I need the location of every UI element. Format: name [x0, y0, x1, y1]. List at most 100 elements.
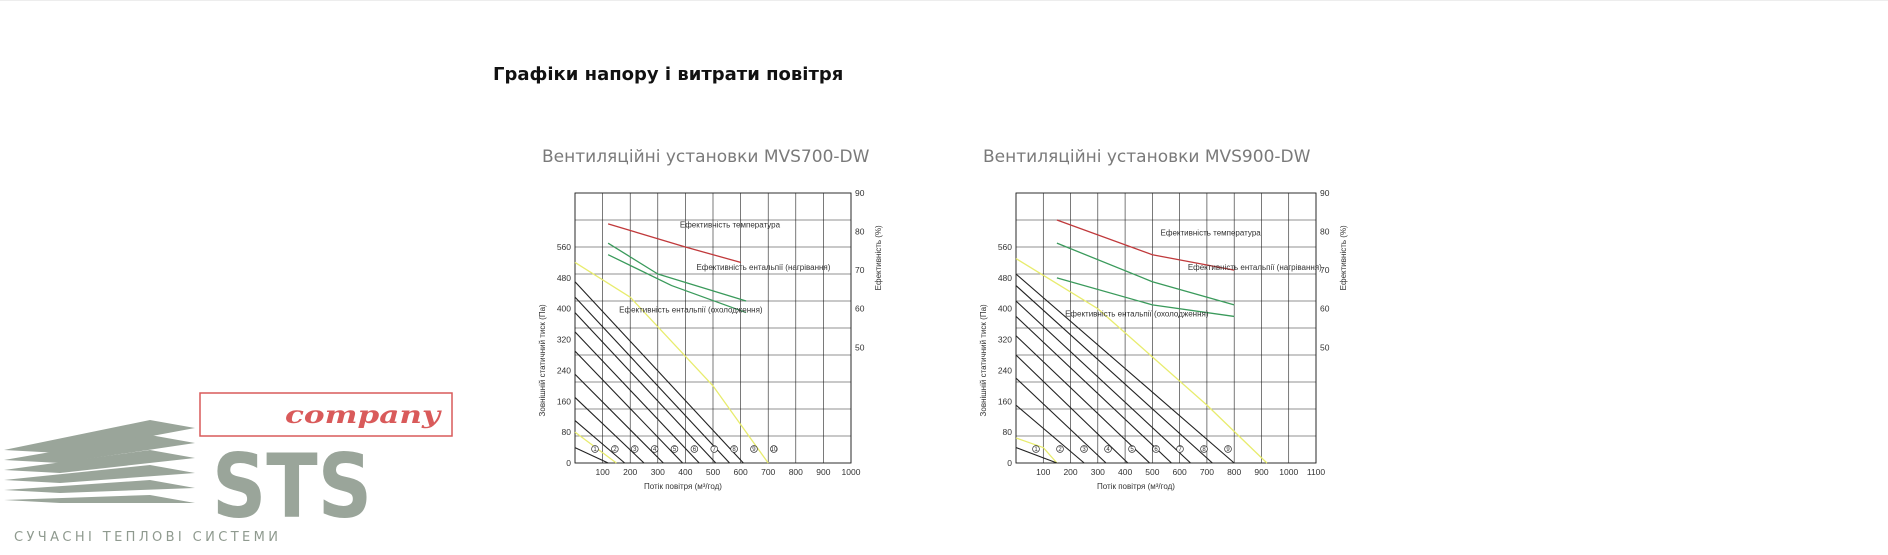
series-line-3 — [574, 261, 769, 464]
curve-marker — [650, 445, 659, 453]
top-divider — [0, 0, 1888, 1]
curve-marker — [1152, 445, 1160, 453]
series-line-2 — [607, 254, 747, 314]
curve-marker — [710, 445, 718, 453]
y2-tick-label: 50 — [1320, 342, 1330, 352]
curve-marker — [730, 445, 738, 453]
x-tick-label: 100 — [1036, 467, 1050, 477]
series-line-10 — [1015, 316, 1172, 464]
series-line-13 — [574, 281, 744, 464]
series-line-9 — [1015, 335, 1151, 464]
series-line-11 — [1015, 300, 1191, 464]
curve-marker-label: 1 — [1034, 447, 1038, 453]
annotation-label: Ефективність ентальпії (нагрівання) — [696, 263, 830, 272]
x-tick-label: 400 — [678, 467, 692, 477]
x-tick-label: 200 — [1063, 467, 1077, 477]
x-tick-label: 600 — [1173, 467, 1187, 477]
y2-tick-label: 80 — [855, 227, 865, 237]
y2-tick-label: 60 — [855, 304, 865, 314]
y2-tick-label: 60 — [1320, 304, 1330, 314]
y-tick-label: 400 — [557, 304, 571, 314]
curve-marker-label: 2 — [1058, 447, 1062, 453]
curve-marker-label: 4 — [653, 447, 657, 453]
x-tick-label: 800 — [789, 467, 803, 477]
curve-marker — [1200, 445, 1208, 453]
x-tick-label: 300 — [651, 467, 665, 477]
logo-graphic: STS company СУЧАСНІ ТЕПЛОВІ СИСТЕМИ — [4, 392, 453, 545]
series-line-2 — [1056, 277, 1235, 318]
series-line-6 — [1015, 404, 1085, 464]
series-line-4 — [1015, 437, 1058, 464]
y-tick-label: 240 — [998, 365, 1012, 375]
series-line-12 — [1015, 285, 1213, 464]
y-tick-label: 400 — [998, 304, 1012, 314]
y-tick-label: 160 — [557, 396, 571, 406]
x-tick-label: 400 — [1118, 467, 1132, 477]
y2-tick-label: 50 — [855, 342, 865, 352]
series-line-13 — [1015, 273, 1235, 464]
x-tick-label: 1100 — [1307, 467, 1326, 477]
logo-wordmark: STS — [212, 435, 372, 538]
y-tick-label: 320 — [998, 335, 1012, 345]
y-axis-label: Зовнішній статичний тиск (Па) — [538, 304, 547, 416]
curve-marker — [1224, 445, 1232, 453]
x-tick-label: 1000 — [1279, 467, 1298, 477]
y-tick-label: 80 — [562, 427, 572, 437]
annotation-label: Ефективність температура — [680, 221, 781, 230]
curve-marker-label: 2 — [613, 447, 617, 453]
y2-tick-label: 70 — [1320, 265, 1330, 275]
curve-marker-label: 6 — [693, 447, 697, 453]
series-line-5 — [1015, 447, 1058, 464]
curve-marker-label: 10 — [771, 447, 778, 453]
y2-tick-label: 90 — [855, 188, 865, 198]
series-line-7 — [574, 397, 645, 464]
x-tick-label: 500 — [1145, 467, 1159, 477]
curve-marker — [1080, 445, 1088, 453]
curve-marker — [1104, 445, 1112, 453]
chart-title-mvs900: Вентиляційні установки MVS900-DW — [983, 147, 1311, 167]
section-title: Графіки напору і витрати повітря — [493, 64, 844, 85]
y2-tick-label: 90 — [1320, 188, 1330, 198]
logo-tagline: СУЧАСНІ ТЕПЛОВІ СИСТЕМИ — [14, 530, 282, 545]
y-tick-label: 0 — [1007, 458, 1012, 468]
curve-marker — [1032, 445, 1040, 453]
logo-script-word: company — [285, 400, 443, 429]
curve-marker-label: 7 — [1178, 447, 1182, 453]
annotation-label: Ефективність ентальпії (охолодження) — [1065, 309, 1209, 318]
x-tick-label: 700 — [761, 467, 775, 477]
curve-marker — [1128, 445, 1136, 453]
series-line-1 — [607, 242, 747, 302]
curve-marker-label: 9 — [1226, 447, 1230, 453]
company-logo: STS company СУЧАСНІ ТЕПЛОВІ СИСТЕМИ — [0, 385, 470, 550]
series-line-8 — [574, 373, 664, 464]
annotation-label: Ефективність ентальпії (нагрівання) — [1188, 263, 1322, 272]
series-line-0 — [607, 223, 741, 264]
curve-marker-label: 7 — [713, 447, 717, 453]
chart-title-mvs700: Вентиляційні установки MVS700-DW — [542, 147, 870, 167]
curve-marker — [611, 445, 619, 453]
series-line-5 — [574, 447, 609, 464]
chart-mvs700: 1 2 3 4 5 6 7 8 9 10 Ефективність температура Ефект… — [538, 188, 883, 491]
y-tick-label: 320 — [557, 335, 571, 345]
y2-tick-label: 70 — [855, 265, 865, 275]
x-tick-label: 1000 — [842, 467, 861, 477]
curve-marker — [1176, 445, 1184, 453]
y2-tick-label: 80 — [1320, 227, 1330, 237]
x-tick-label: 800 — [1227, 467, 1241, 477]
curve-marker — [1056, 445, 1064, 453]
y-tick-label: 160 — [998, 396, 1012, 406]
x-tick-label: 200 — [623, 467, 637, 477]
x-tick-label: 900 — [1254, 467, 1268, 477]
series-line-8 — [1015, 354, 1129, 464]
series-line-7 — [1015, 377, 1107, 464]
series-line-10 — [574, 331, 700, 464]
logo-frame — [199, 392, 453, 437]
y2-axis-label: Ефективність (%) — [874, 225, 883, 290]
curve-marker-label: 6 — [1154, 447, 1158, 453]
chart-mvs900: 1 2 3 4 5 6 7 8 9 Ефективність температура Ефектив… — [979, 188, 1348, 491]
y-tick-label: 480 — [557, 273, 571, 283]
plot-frame — [574, 192, 852, 464]
series-line-0 — [1056, 219, 1235, 271]
curve-marker — [690, 445, 699, 453]
y-tick-label: 80 — [1003, 427, 1013, 437]
